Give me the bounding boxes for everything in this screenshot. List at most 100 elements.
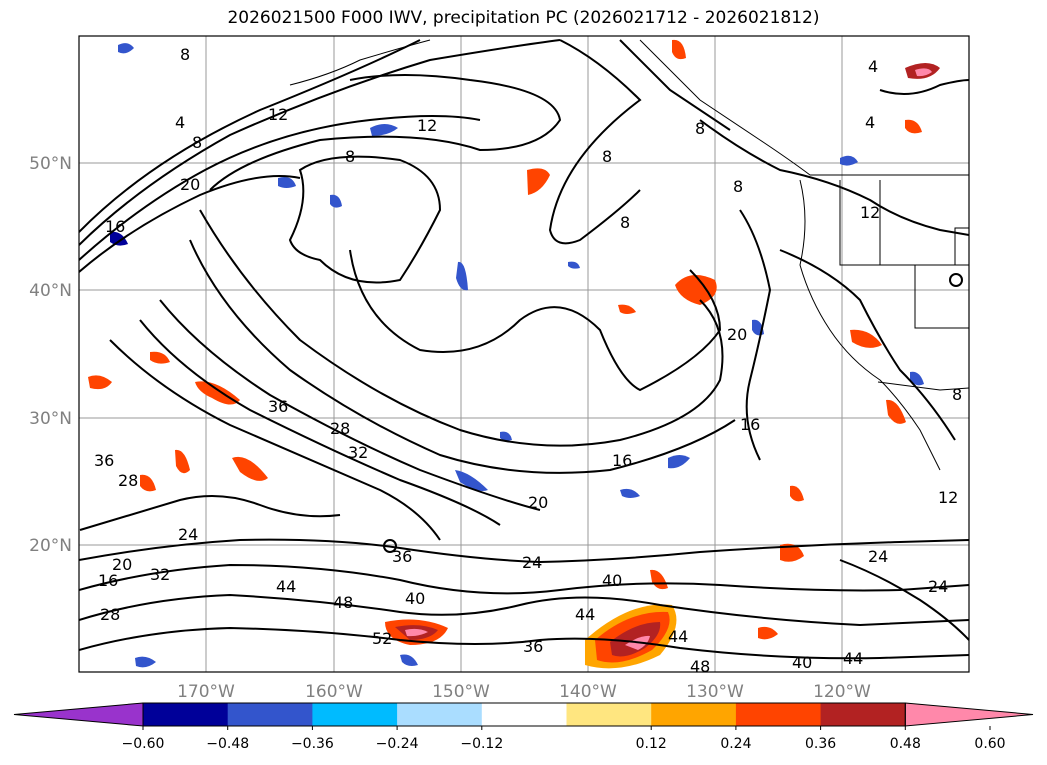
contour-label: 8: [192, 133, 202, 152]
colorbar-segment: [820, 703, 906, 726]
colorbar-segment: [397, 703, 483, 726]
border-us-mexico: [877, 381, 969, 391]
contour-label: 8: [345, 147, 355, 166]
lon-label-150w: 150°W: [432, 682, 490, 702]
iwv-contour: [699, 119, 969, 236]
lat-label-20n: 20°N: [29, 536, 72, 556]
iwv-contour: [839, 559, 969, 641]
iwv-contour: [209, 74, 562, 191]
colorbar-segment: [143, 703, 229, 726]
iwv-contour: [739, 209, 772, 461]
precip-blob: [618, 304, 636, 314]
iwv-contour: [79, 563, 969, 595]
colorbar-segment: [227, 703, 313, 726]
contour-label: 12: [417, 116, 437, 135]
precip-blob: [905, 119, 922, 134]
precip-blob: [610, 622, 661, 657]
precip-blob: [527, 168, 550, 195]
precip-blob: [175, 449, 190, 474]
precip-blob: [675, 275, 717, 305]
precip-blob: [850, 329, 882, 348]
precip-blob: [195, 381, 240, 405]
lat-label-50n: 50°N: [29, 154, 72, 174]
coastlines: [289, 39, 969, 471]
iwv-contour: [79, 39, 421, 233]
contour-label: 8: [602, 147, 612, 166]
contour-label: 16: [98, 571, 118, 590]
lon-label-170w: 170°W: [177, 682, 235, 702]
precip-blob: [568, 261, 580, 269]
colorbar-segment: [481, 703, 567, 726]
contour-label: 48: [333, 593, 353, 612]
iwv-contour: [159, 299, 541, 511]
precip-blob: [840, 155, 858, 166]
colorbar: −0.60 −0.48 −0.36 −0.24 −0.12 0.12 0.24 0.36 0.4…: [13, 702, 1034, 752]
iwv-contour: [139, 319, 501, 526]
iwv-contour: [79, 495, 341, 531]
colorbar-tick-label: −0.24: [376, 736, 419, 752]
contour-label: 16: [612, 451, 632, 470]
precip-blob: [150, 351, 170, 364]
contour-label: 36: [268, 397, 288, 416]
iwv-contours: [79, 39, 969, 660]
iwv-contour: [288, 155, 442, 284]
colorbar-tick-label: 0.24: [720, 736, 751, 752]
contour-label: 28: [100, 605, 120, 624]
contour-label: 16: [740, 415, 760, 434]
colorbar-tick-label: 0.12: [636, 736, 667, 752]
precip-blob: [456, 261, 468, 291]
colorbar-segment: [735, 703, 822, 726]
contour-label: 36: [523, 637, 543, 656]
precip-blob: [758, 626, 778, 640]
precip-blob: [620, 488, 640, 498]
contour-label: 44: [843, 649, 863, 668]
colorbar-tick-label: 0.60: [974, 736, 1005, 752]
coastline-west-coast: [799, 179, 941, 471]
colorbar-tick-label: −0.36: [291, 736, 334, 752]
contour-label: 32: [348, 443, 368, 462]
lon-label-140w: 140°W: [559, 682, 617, 702]
lon-label-160w: 160°W: [305, 682, 363, 702]
coastline-bc: [639, 39, 969, 176]
iwv-contour: [619, 39, 731, 131]
precipitation-field: [88, 39, 940, 669]
contour-label: 48: [690, 657, 710, 676]
contour-label: 24: [178, 525, 198, 544]
contour-label: 32: [150, 565, 170, 584]
contour-label: 8: [952, 385, 962, 404]
precip-blob: [500, 431, 512, 441]
contour-label: 12: [268, 105, 288, 124]
precip-blob: [88, 375, 112, 390]
iwv-contour: [779, 249, 956, 441]
colorbar-tick-label: −0.12: [460, 736, 503, 752]
contour-label: 44: [575, 605, 595, 624]
contour-label: 16: [105, 217, 125, 236]
precip-blob: [780, 543, 804, 562]
precip-blob: [135, 656, 156, 668]
contour-label: 24: [868, 547, 888, 566]
iwv-contour: [189, 239, 736, 474]
colorbar-frame: [142, 702, 906, 727]
latitude-labels: 50°N 40°N 30°N 20°N: [29, 154, 72, 556]
precip-blob: [790, 485, 804, 502]
iwv-contour: [383, 539, 397, 553]
precip-blob: [232, 456, 268, 481]
contour-label: 40: [405, 589, 425, 608]
contour-label: 36: [392, 547, 412, 566]
contour-label: 44: [668, 627, 688, 646]
contour-label: 4: [868, 57, 878, 76]
precip-blob: [110, 231, 128, 246]
precip-blob: [405, 628, 428, 637]
lat-label-30n: 30°N: [29, 409, 72, 429]
colorbar-extend-low: [13, 702, 144, 727]
contour-label: 12: [860, 203, 880, 222]
contour-label: 4: [865, 113, 875, 132]
contour-label: 8: [695, 119, 705, 138]
iwv-contour: [79, 626, 969, 660]
precip-blob: [915, 68, 932, 77]
colorbar-segment: [651, 703, 737, 726]
colorbar-tick-label: −0.60: [122, 736, 165, 752]
contour-label: 24: [928, 577, 948, 596]
contour-label: 52: [372, 629, 392, 648]
